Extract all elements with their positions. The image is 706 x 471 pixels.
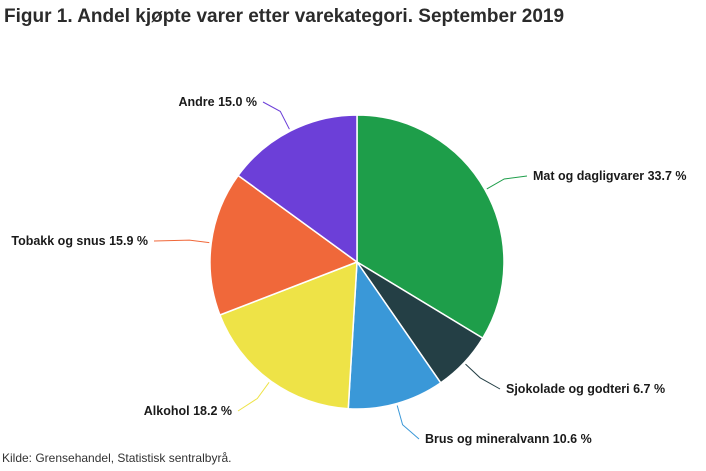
slice-label: Alkohol 18.2 % (144, 404, 232, 418)
leader-line (486, 175, 528, 190)
leader-line (396, 405, 420, 440)
slice-label: Sjokolade og godteri 6.7 % (506, 382, 665, 396)
slice-label: Brus og mineralvann 10.6 % (425, 432, 592, 446)
pie-slice-alkohol (218, 260, 358, 410)
pie-slice-tobakk-og-snus (209, 174, 359, 316)
slice-label: Andre 15.0 % (178, 95, 257, 109)
source-note: Kilde: Grensehandel, Statistisk sentralb… (2, 451, 232, 465)
leader-line (153, 239, 210, 244)
pie-slice-brus-og-mineralvann (347, 259, 442, 410)
slice-labels: Mat og dagligvarer 33.7 % Sjokolade og go… (11, 95, 686, 446)
leader-line (237, 382, 270, 412)
pie-slice-mat-og-dagligvarer (356, 114, 505, 340)
chart-title: Figur 1. Andel kjøpte varer etter vareka… (4, 6, 565, 27)
pie-slices (209, 114, 505, 410)
leader-lines (153, 101, 528, 440)
slice-label: Mat og dagligvarer 33.7 % (533, 169, 687, 183)
leader-line (262, 101, 290, 130)
pie-slice-andre (237, 114, 358, 264)
slice-label: Tobakk og snus 15.9 % (11, 234, 148, 248)
leader-line (465, 363, 501, 390)
